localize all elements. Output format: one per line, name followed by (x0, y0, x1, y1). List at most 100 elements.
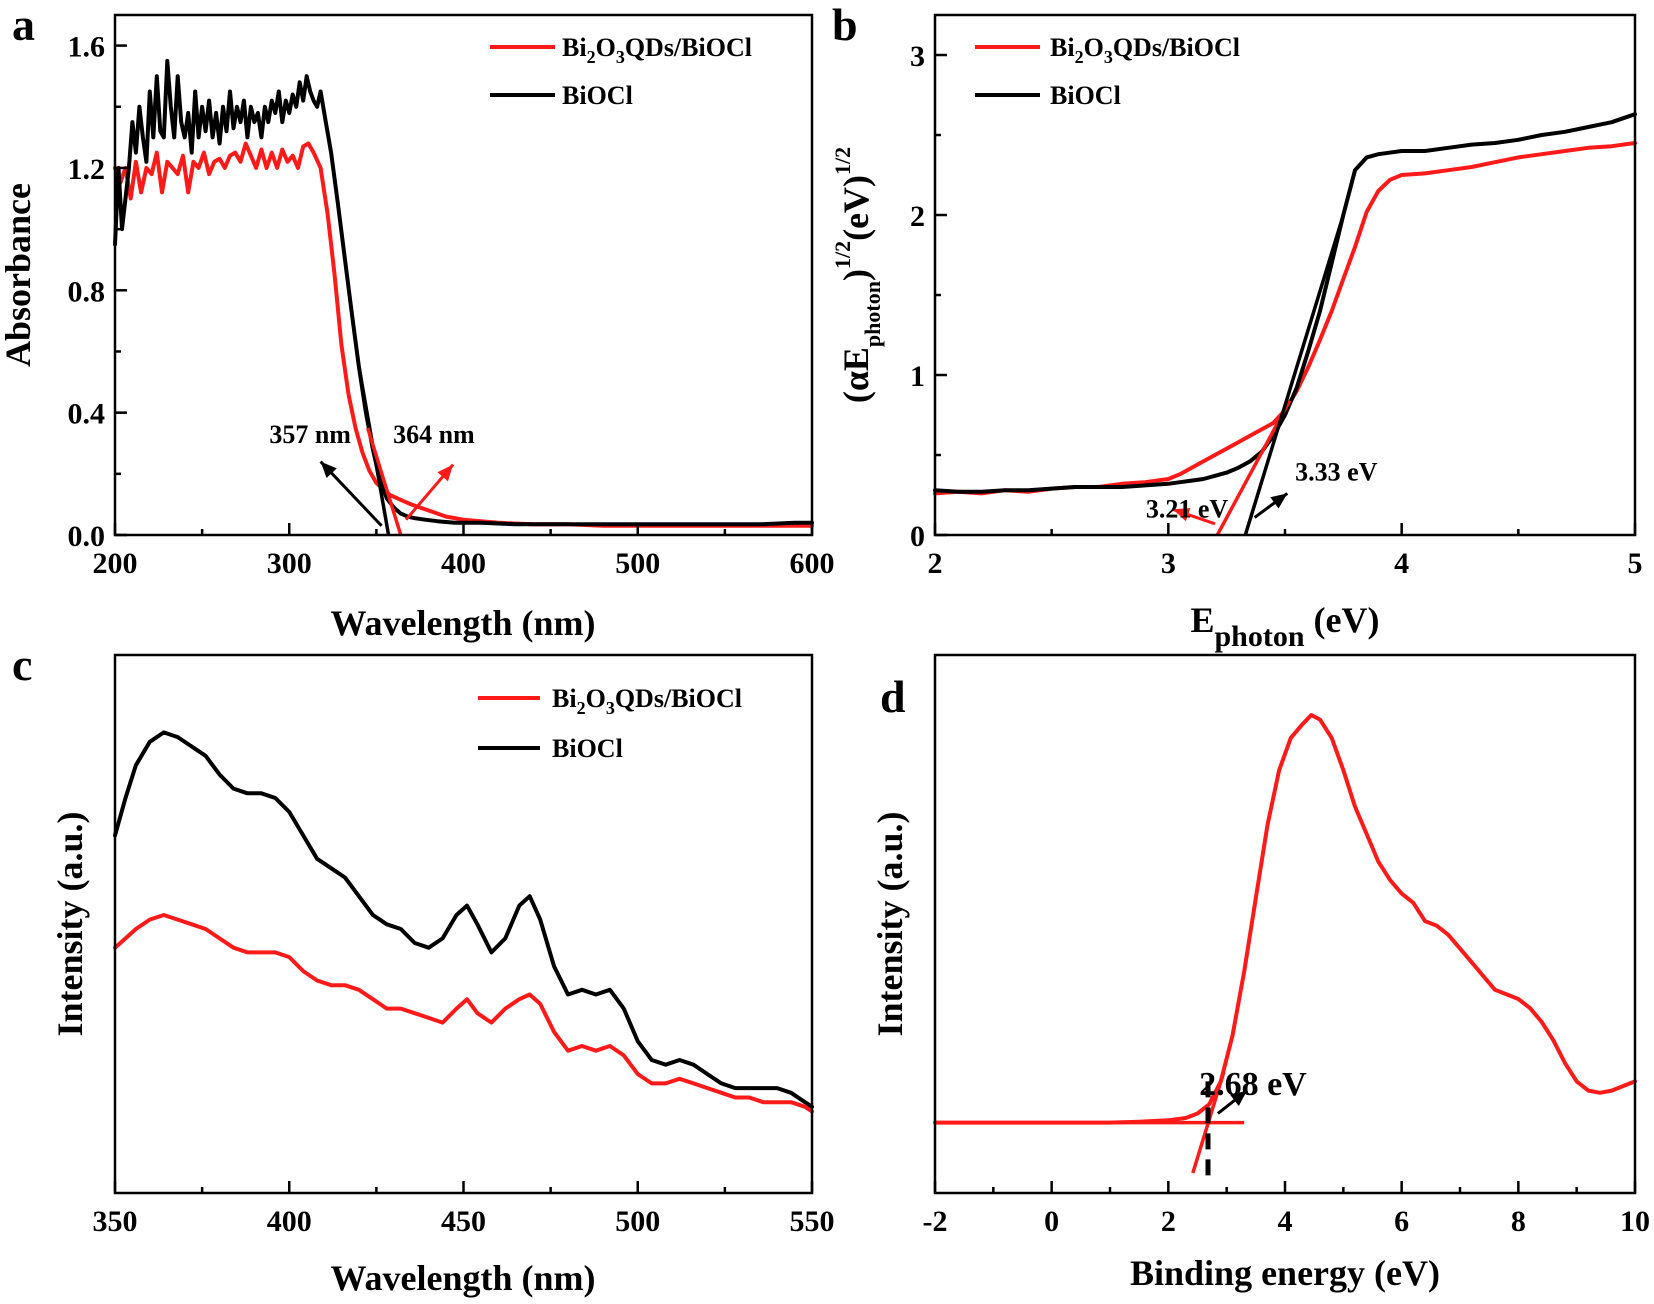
tangent-fit-line (1243, 214, 1346, 536)
annotation-arrowhead (320, 461, 337, 479)
x-tick-label: 8 (1511, 1205, 1526, 1238)
legend-rest: QDs/BiOCl (1113, 33, 1240, 62)
y-tick-label: 0.4 (68, 398, 106, 431)
legend-label-bi2o3qds: Bi2O3QDs/BiOCl (562, 33, 752, 67)
panel-c-y-axis-title: Intensity (a.u.) (50, 811, 90, 1036)
x-tick-label: 2 (928, 547, 943, 580)
tangent-fit-line (365, 427, 403, 536)
panel-c-series (113, 730, 814, 1114)
x-title-sub: photon (1215, 620, 1305, 653)
panel-b-y-ticks: 0 1 2 3 (910, 40, 947, 553)
annotation-label: 357 nm (269, 420, 351, 449)
legend-sub-2: 3 (606, 698, 615, 718)
panel-a-legend: Bi2O3QDs/BiOCl BiOCl (490, 33, 752, 110)
series-line-biocl (113, 730, 814, 1109)
series-line-bi2o3qds-biocl (113, 141, 814, 528)
y-tick-label: 3 (910, 40, 925, 73)
legend-label-bi2o3qds-c: Bi2O3QDs/BiOCl (552, 684, 742, 718)
x-tick-label: 4 (1278, 1205, 1293, 1238)
annotation-arrowhead (1173, 507, 1191, 522)
legend-main: Bi (1050, 33, 1075, 62)
y-tick-label: 0.8 (68, 275, 106, 308)
x-tick-label: 3 (1161, 547, 1176, 580)
y-tick-label: 2 (910, 200, 925, 233)
panel-a-fits (357, 366, 403, 536)
x-tick-label: 5 (1628, 547, 1643, 580)
x-tick-label: 500 (615, 1205, 660, 1238)
x-tick-label: 350 (93, 1205, 138, 1238)
annotation-label: 3.21 eV (1146, 494, 1229, 523)
legend-label-bi2o3qds-b: Bi2O3QDs/BiOCl (1050, 33, 1240, 67)
x-title-main: E (1190, 600, 1214, 640)
panel-a: a 357 nm 364 nm 200 300 400 500 600 0.0 0.4 0.8… (0, 0, 835, 643)
y-tick-label: 1 (910, 360, 925, 393)
panel-b-y-axis-title: (αEphoton)1/2(eV)1/2 (830, 147, 885, 403)
series-line-bi2o3qds-biocl (113, 913, 814, 1114)
legend-sub-1: 2 (577, 698, 586, 718)
legend-main: Bi (552, 684, 577, 713)
x-tick-label: 2 (1161, 1205, 1176, 1238)
panel-b-x-ticks: 2 3 4 5 (928, 523, 1643, 580)
annotation-label: 364 nm (393, 420, 475, 449)
panel-d: d 2.68 eV -2 0 2 4 6 8 10 Binding energy (eV) … (870, 653, 1650, 1293)
panel-d-x-axis-title: Binding energy (eV) (1130, 1253, 1440, 1293)
y-title-sub: photon (860, 281, 885, 347)
panel-d-series (933, 713, 1637, 1125)
legend-sub-2: 3 (616, 47, 625, 67)
legend-rest: QDs/BiOCl (625, 33, 752, 62)
panel-b-annotations: 3.21 eV 3.33 eV (1146, 458, 1378, 526)
legend-label-biocl-b: BiOCl (1050, 81, 1121, 110)
panel-letter-d: d (880, 671, 906, 722)
panel-letter-c: c (12, 639, 32, 690)
legend-main-2: O (596, 33, 616, 62)
panel-a-y-axis-title: Absorbance (0, 183, 38, 367)
y-title-sup2: 1/2 (830, 147, 855, 175)
panel-d-annotations: 2.68 eV (1199, 1066, 1307, 1115)
panel-b-legend: Bi2O3QDs/BiOCl BiOCl (975, 33, 1240, 110)
panel-a-y-ticks: 0.0 0.4 0.8 1.2 1.6 (68, 31, 127, 553)
x-tick-label: 400 (441, 547, 486, 580)
panel-a-x-ticks: 200 300 400 500 600 (93, 523, 835, 580)
x-tick-label: 450 (441, 1205, 486, 1238)
panel-c-x-ticks: 350 400 450 500 550 (93, 1181, 835, 1238)
y-title-sup1: 1/2 (830, 241, 855, 269)
panel-c-x-axis-title: Wavelength (nm) (331, 1258, 596, 1298)
x-tick-label: 600 (790, 547, 835, 580)
x-tick-label: 10 (1620, 1205, 1650, 1238)
annotation-arrowhead (1270, 493, 1288, 509)
panel-d-x-ticks: -2 0 2 4 6 8 10 (923, 1181, 1650, 1238)
y-title-close: ) (836, 269, 876, 281)
panel-a-annotations: 357 nm 364 nm (269, 420, 475, 527)
legend-label-biocl-c: BiOCl (552, 734, 623, 763)
y-tick-label: 1.6 (68, 31, 106, 64)
panel-a-frame (113, 13, 814, 537)
panel-letter-b: b (832, 0, 858, 50)
legend-rest: QDs/BiOCl (615, 684, 742, 713)
legend-main-2: O (586, 684, 606, 713)
legend-main: Bi (562, 33, 587, 62)
panel-d-y-axis-title: Intensity (a.u.) (870, 811, 910, 1036)
x-tick-label: 300 (267, 547, 312, 580)
panel-letter-a: a (12, 0, 35, 50)
series-line-biocl (933, 112, 1637, 494)
panel-d-frame (933, 653, 1637, 1195)
panel-c-frame (113, 653, 814, 1195)
y-tick-label: 0.0 (68, 520, 106, 553)
legend-main-2: O (1084, 33, 1104, 62)
series-line-valence-band (933, 713, 1637, 1125)
x-title-rest: (eV) (1305, 600, 1380, 640)
x-tick-label: 500 (615, 547, 660, 580)
x-tick-label: 200 (93, 547, 138, 580)
annotation-label: 2.68 eV (1199, 1066, 1307, 1103)
series-line-bi2o3qds-biocl (933, 141, 1637, 496)
panel-b-x-axis-title: Ephoton (eV) (1190, 600, 1379, 653)
series-line-biocl (113, 58, 814, 527)
x-tick-label: 4 (1394, 547, 1409, 580)
legend-sub-1: 2 (1075, 47, 1084, 67)
annotation-label: 3.33 eV (1295, 458, 1378, 487)
y-tick-label: 1.2 (68, 153, 106, 186)
x-tick-label: 550 (790, 1205, 835, 1238)
panel-a-x-axis-title: Wavelength (nm) (331, 603, 596, 643)
